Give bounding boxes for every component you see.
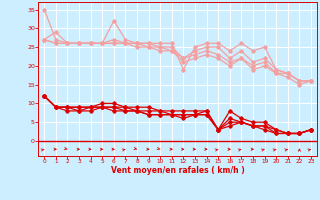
X-axis label: Vent moyen/en rafales ( km/h ): Vent moyen/en rafales ( km/h ) bbox=[111, 166, 244, 175]
